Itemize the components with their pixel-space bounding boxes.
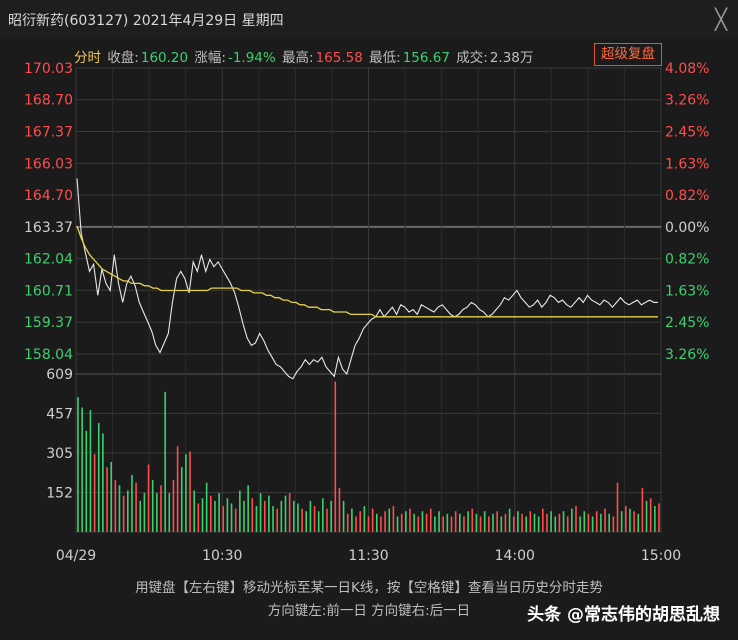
super-replay-button[interactable]: 超级复盘: [594, 43, 662, 66]
volume-tick-label: 305: [46, 446, 73, 462]
mode-label: 分时: [74, 50, 101, 66]
volume-label: 成交:: [456, 50, 488, 66]
pct-tick-label: 0.00%: [665, 220, 709, 236]
price-tick-label: 164.70: [24, 188, 73, 204]
high-value: 165.58: [315, 50, 363, 66]
price-tick-label: 159.37: [24, 315, 73, 331]
pct-tick-label: 2.45%: [665, 124, 709, 140]
time-tick-label: 04/29: [56, 548, 96, 564]
time-tick-label: 10:30: [202, 548, 242, 564]
time-tick-label: 15:00: [641, 548, 681, 564]
price-line: [76, 178, 658, 380]
price-tick-label: 168.70: [24, 93, 73, 109]
volume-tick-label: 609: [46, 367, 73, 383]
high-label: 最高:: [282, 50, 314, 66]
pct-tick-label: 0.82%: [665, 188, 709, 204]
price-tick-label: 167.37: [24, 124, 73, 140]
low-label: 最低:: [369, 50, 401, 66]
volume-tick-label: 457: [46, 406, 73, 422]
pct-tick-label: 1.63%: [665, 283, 709, 299]
price-tick-label: 162.04: [24, 252, 73, 268]
volume-tick-label: 152: [46, 486, 73, 502]
time-tick-label: 11:30: [348, 548, 388, 564]
price-tick-label: 170.03: [24, 61, 73, 77]
change-value: -1.94%: [227, 50, 276, 66]
arrow-key-hint: 方向键左:前一日 方向键右:后一日: [267, 603, 471, 619]
time-tick-label: 14:00: [495, 548, 535, 564]
close-label: 收盘:: [107, 50, 139, 66]
pct-tick-label: 3.26%: [665, 93, 709, 109]
quote-info-bar: 分时 收盘: 160.20 涨幅: -1.94% 最高: 165.58 最低: 156.…: [74, 46, 535, 66]
change-label: 涨幅:: [194, 50, 226, 66]
pct-tick-label: 0.82%: [665, 252, 709, 268]
close-icon[interactable]: ╳: [714, 7, 728, 31]
intraday-chart[interactable]: 170.03 4.08% 168.70 3.26% 167.37 2.45% 166.03 1…: [0, 0, 738, 575]
price-tick-label: 163.37: [24, 220, 73, 236]
price-tick-label: 158.04: [24, 347, 73, 363]
watermark: 头条 @常志伟的胡思乱想: [527, 605, 720, 625]
close-value: 160.20: [140, 50, 189, 66]
pct-tick-label: 3.26%: [665, 347, 709, 363]
keyboard-hint: 用键盘【左右键】移动光标至某一日K线，按【空格键】查看当日历史分时走势: [135, 580, 603, 596]
low-value: 156.67: [402, 50, 450, 66]
price-tick-label: 166.03: [24, 156, 73, 172]
title-bar: 昭衍新药(603127) 2021年4月29日 星期四 ╳: [0, 0, 738, 38]
price-tick-label: 160.71: [24, 283, 73, 299]
pct-tick-label: 4.08%: [665, 61, 709, 77]
window-title: 昭衍新药(603127) 2021年4月29日 星期四: [8, 13, 284, 29]
pct-tick-label: 1.63%: [665, 156, 709, 172]
volume-value: 2.38万: [489, 50, 534, 66]
average-price-line: [76, 225, 658, 318]
pct-tick-label: 2.45%: [665, 315, 709, 331]
